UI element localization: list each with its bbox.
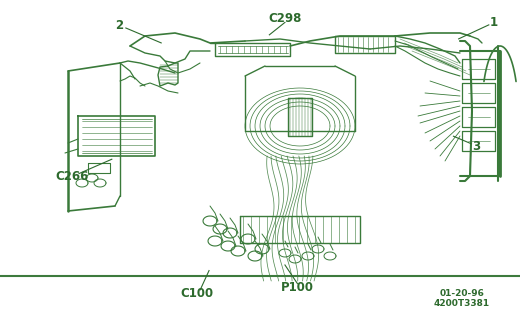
Text: C100: C100 [180,287,213,300]
Text: 2: 2 [115,19,124,32]
Text: 01-20-96: 01-20-96 [439,290,484,298]
Text: P100: P100 [281,281,314,294]
Text: 4200T3381: 4200T3381 [434,299,490,308]
Text: 3: 3 [472,140,480,153]
Text: 1: 1 [490,16,498,29]
Text: C266: C266 [55,170,88,183]
Text: C298: C298 [268,12,302,25]
